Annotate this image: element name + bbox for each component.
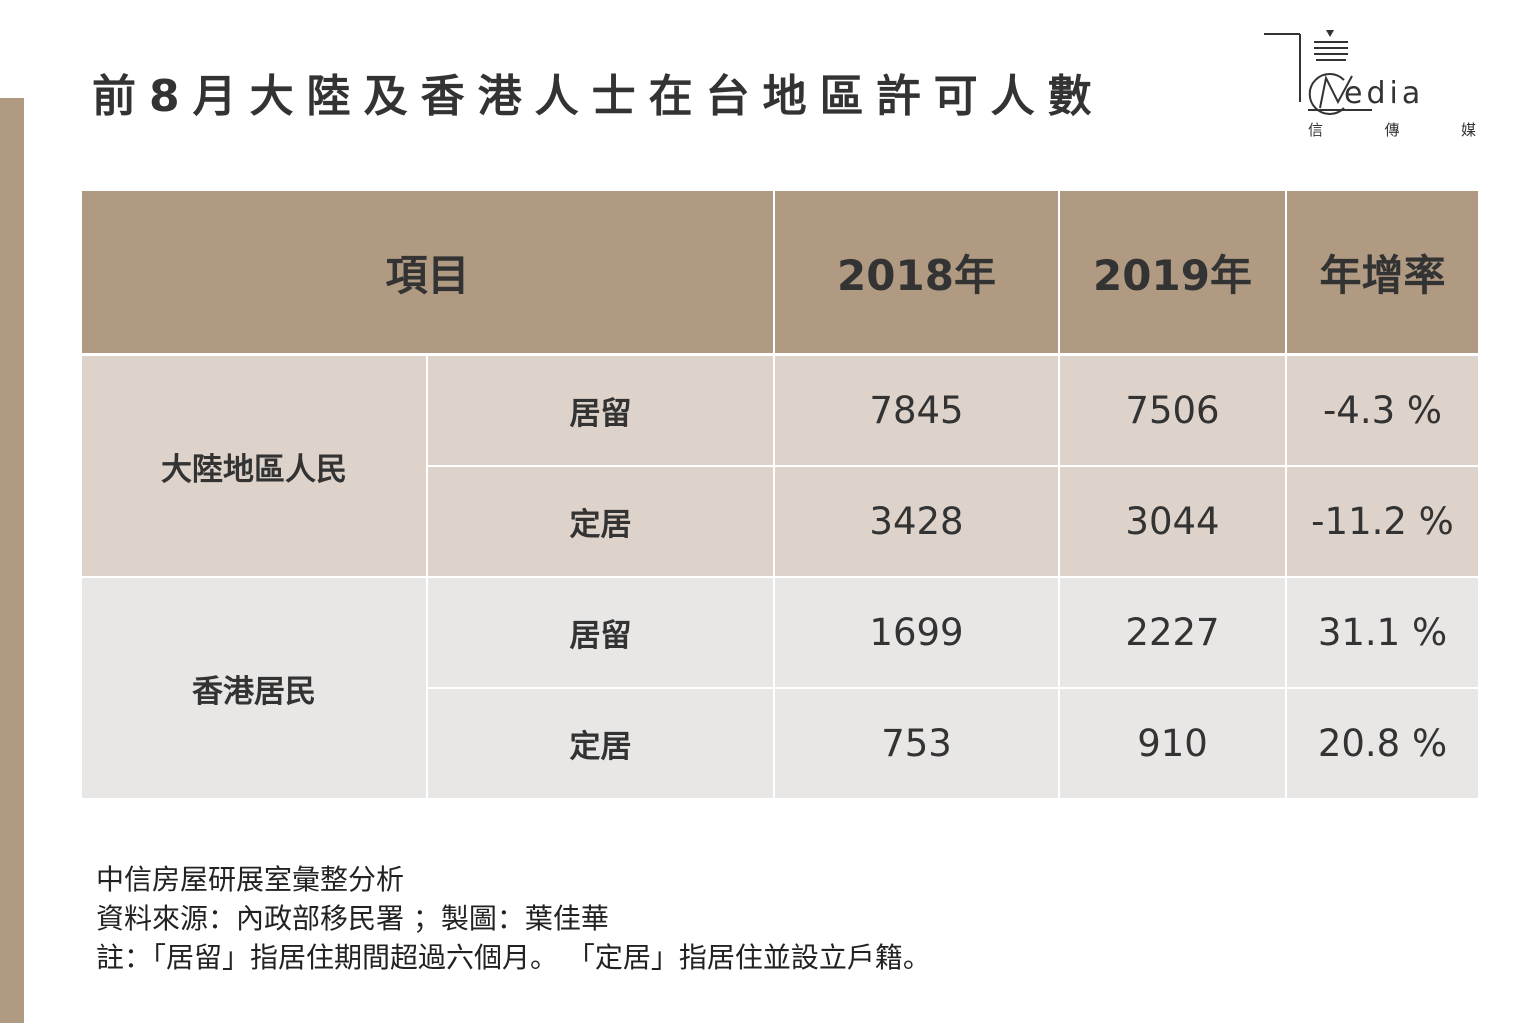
column-header-growth: 年增率	[1287, 191, 1478, 353]
brand-logo: edia 信 傳 媒	[1262, 30, 1482, 145]
value-2019: 910	[1060, 689, 1285, 798]
value-2018: 753	[775, 689, 1058, 798]
value-growth: -11.2 %	[1287, 467, 1478, 576]
column-header-2019: 2019年	[1060, 191, 1285, 353]
value-2019: 3044	[1060, 467, 1285, 576]
footer-analysis: 中信房屋研展室彙整分析	[96, 863, 405, 896]
logo-sub-char: 傳	[1384, 121, 1400, 139]
footer-note: 註：「居留」指居住期間超過六個月。 「定居」指居住並設立戶籍。	[96, 941, 931, 974]
item-cell: 居留	[428, 356, 773, 465]
category-mainland: 大陸地區人民	[82, 356, 426, 576]
value-2018: 7845	[775, 356, 1058, 465]
value-2019: 7506	[1060, 356, 1285, 465]
data-table: 項目 2018年 2019年 年增率 大陸地區人民 居留 7845 7506 -…	[82, 191, 1478, 798]
value-2018: 3428	[775, 467, 1058, 576]
value-growth: -4.3 %	[1287, 356, 1478, 465]
logo-sub-char: 信	[1308, 121, 1324, 139]
logo-subtitle: 信 傳 媒	[1308, 120, 1476, 140]
footer-notes: 中信房屋研展室彙整分析 資料來源：內政部移民署 ；製圖：葉佳華 註：「居留」指居…	[96, 860, 931, 977]
value-growth: 31.1 %	[1287, 578, 1478, 687]
value-growth: 20.8 %	[1287, 689, 1478, 798]
column-header-2018: 2018年	[775, 191, 1058, 353]
item-cell: 定居	[428, 467, 773, 576]
logo-wordmark: edia	[1344, 76, 1425, 111]
item-cell: 居留	[428, 578, 773, 687]
footer-source: 資料來源：內政部移民署 ；製圖：葉佳華	[96, 902, 609, 935]
logo-sub-char: 媒	[1460, 121, 1476, 139]
value-2018: 1699	[775, 578, 1058, 687]
left-accent-bar	[0, 98, 24, 1023]
column-header-item: 項目	[82, 191, 773, 353]
category-hongkong: 香港居民	[82, 578, 426, 798]
page-title: 前8月大陸及香港人士在台地區許可人數	[92, 71, 1105, 122]
logo-mark-icon	[1264, 30, 1372, 115]
item-cell: 定居	[428, 689, 773, 798]
value-2019: 2227	[1060, 578, 1285, 687]
